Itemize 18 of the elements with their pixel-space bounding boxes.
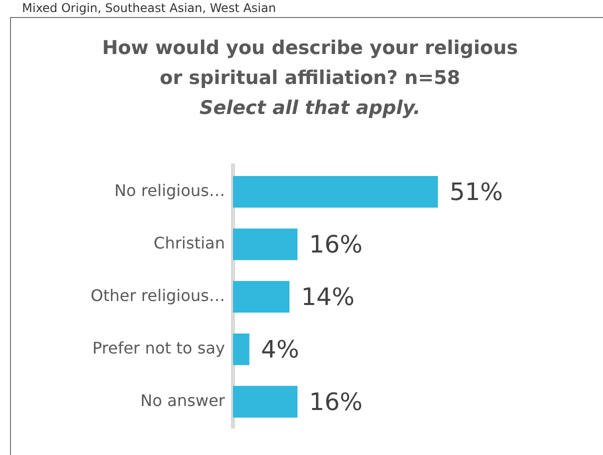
- chart-title: How would you describe your religious or spiritual affiliation? n=58: [101, 36, 519, 91]
- data-label: 14%: [301, 283, 354, 312]
- bar: [233, 386, 298, 418]
- bar: [233, 280, 290, 313]
- data-label: 51%: [450, 178, 503, 206]
- data-label: 4%: [261, 336, 300, 364]
- bar: [233, 176, 438, 208]
- data-label: 16%: [309, 388, 363, 416]
- y-tick-label: No religious…: [114, 180, 225, 200]
- y-tick-label: Prefer not to say: [92, 338, 225, 358]
- text: Mixed Origin, Southeast Asian, West Asian: [22, 1, 276, 15]
- data-label: 16%: [309, 230, 363, 259]
- bar: [233, 228, 298, 260]
- y-tick-label: No answer: [140, 390, 226, 410]
- y-tick-label: Christian: [154, 233, 225, 252]
- bar: [233, 333, 250, 366]
- chart-subtitle: Select all that apply.: [198, 96, 422, 121]
- y-tick-label: Other religious…: [90, 286, 225, 305]
